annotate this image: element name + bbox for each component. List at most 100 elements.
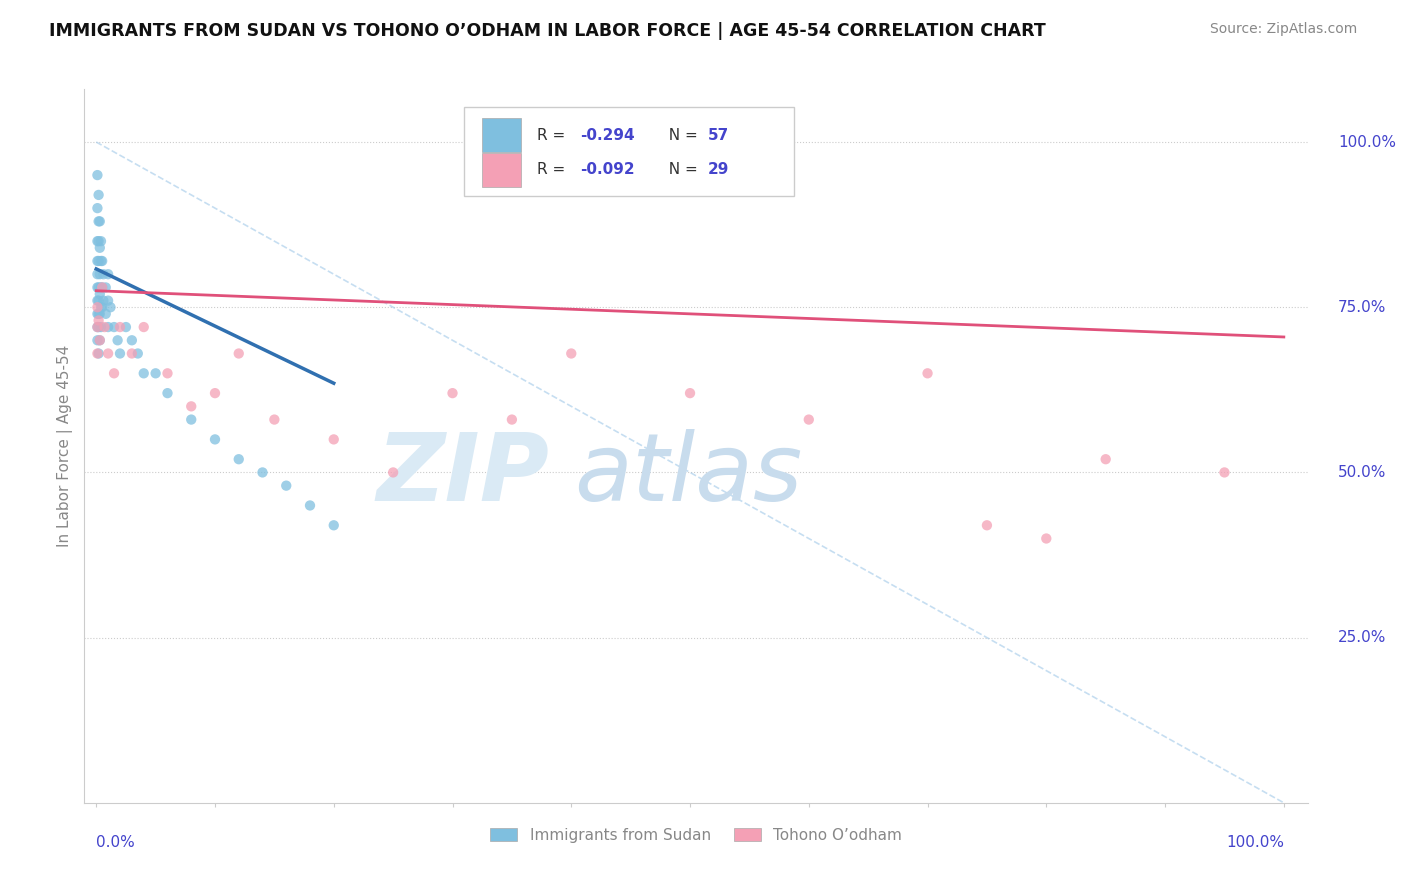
Point	[87, 280, 110, 294]
Point	[86, 320, 108, 334]
Text: 29: 29	[709, 162, 730, 178]
Point	[90, 234, 112, 248]
Point	[228, 452, 250, 467]
Point	[121, 333, 143, 347]
Point	[108, 346, 131, 360]
Point	[89, 241, 111, 255]
Text: 0.0%: 0.0%	[96, 835, 135, 850]
Point	[156, 367, 179, 381]
Point	[90, 254, 112, 268]
Point	[145, 367, 167, 381]
Text: 50.0%: 50.0%	[1339, 465, 1386, 480]
Point	[86, 300, 108, 314]
Point	[89, 214, 111, 228]
Y-axis label: In Labor Force | Age 45-54: In Labor Force | Age 45-54	[58, 345, 73, 547]
Point	[115, 320, 138, 334]
Point	[132, 367, 155, 381]
Point	[1094, 452, 1116, 467]
Point	[382, 466, 405, 480]
Point	[127, 346, 149, 360]
Point	[86, 333, 108, 347]
Point	[91, 280, 114, 294]
Legend: Immigrants from Sudan, Tohono O’odham: Immigrants from Sudan, Tohono O’odham	[484, 822, 908, 848]
Point	[97, 320, 120, 334]
Point	[97, 293, 120, 308]
Point	[89, 287, 111, 301]
Text: -0.294: -0.294	[579, 128, 634, 143]
Point	[93, 320, 115, 334]
Point	[86, 293, 108, 308]
Text: 75.0%: 75.0%	[1339, 300, 1386, 315]
Point	[87, 346, 110, 360]
Point	[107, 333, 129, 347]
FancyBboxPatch shape	[464, 107, 794, 196]
Text: R =: R =	[537, 128, 569, 143]
Point	[103, 320, 125, 334]
Point	[87, 313, 110, 327]
Point	[90, 300, 112, 314]
Point	[156, 386, 179, 401]
Point	[108, 320, 131, 334]
Point	[89, 333, 111, 347]
Point	[86, 267, 108, 281]
Point	[89, 333, 111, 347]
Point	[89, 267, 111, 281]
Point	[94, 307, 117, 321]
Point	[86, 201, 108, 215]
Point	[228, 346, 250, 360]
Point	[90, 320, 112, 334]
Point	[87, 214, 110, 228]
Point	[132, 320, 155, 334]
Point	[90, 280, 112, 294]
Point	[91, 254, 114, 268]
Point	[91, 280, 114, 294]
Text: N =: N =	[659, 128, 703, 143]
Point	[252, 466, 274, 480]
Text: 25.0%: 25.0%	[1339, 630, 1386, 645]
Point	[121, 346, 143, 360]
Point	[322, 518, 344, 533]
Point	[322, 433, 344, 447]
Point	[263, 412, 285, 426]
Point	[180, 412, 202, 426]
Text: ZIP: ZIP	[377, 428, 550, 521]
Point	[94, 280, 117, 294]
Text: atlas: atlas	[574, 429, 801, 520]
Point	[86, 346, 108, 360]
Point	[86, 168, 108, 182]
Point	[87, 320, 110, 334]
Bar	[482, 153, 522, 186]
Point	[976, 518, 998, 533]
Point	[87, 254, 110, 268]
Text: Source: ZipAtlas.com: Source: ZipAtlas.com	[1209, 22, 1357, 37]
Point	[93, 293, 115, 308]
Point	[87, 293, 110, 308]
Point	[917, 367, 939, 381]
Point	[86, 254, 108, 268]
Point	[679, 386, 702, 401]
Point	[501, 412, 523, 426]
Point	[204, 386, 226, 401]
Point	[86, 307, 108, 321]
Point	[298, 499, 321, 513]
Point	[97, 346, 120, 360]
Text: IMMIGRANTS FROM SUDAN VS TOHONO O’ODHAM IN LABOR FORCE | AGE 45-54 CORRELATION C: IMMIGRANTS FROM SUDAN VS TOHONO O’ODHAM …	[49, 22, 1046, 40]
Point	[103, 367, 125, 381]
Point	[180, 400, 202, 414]
Point	[1035, 532, 1057, 546]
Point	[276, 478, 298, 492]
Point	[87, 234, 110, 248]
Point	[89, 307, 111, 321]
Point	[86, 234, 108, 248]
Point	[204, 433, 226, 447]
Point	[100, 300, 122, 314]
Point	[1213, 466, 1236, 480]
Text: -0.092: -0.092	[579, 162, 634, 178]
Point	[91, 300, 114, 314]
Point	[97, 267, 120, 281]
Text: N =: N =	[659, 162, 703, 178]
Point	[797, 412, 820, 426]
Point	[560, 346, 582, 360]
Text: 100.0%: 100.0%	[1339, 135, 1396, 150]
Point	[87, 188, 110, 202]
